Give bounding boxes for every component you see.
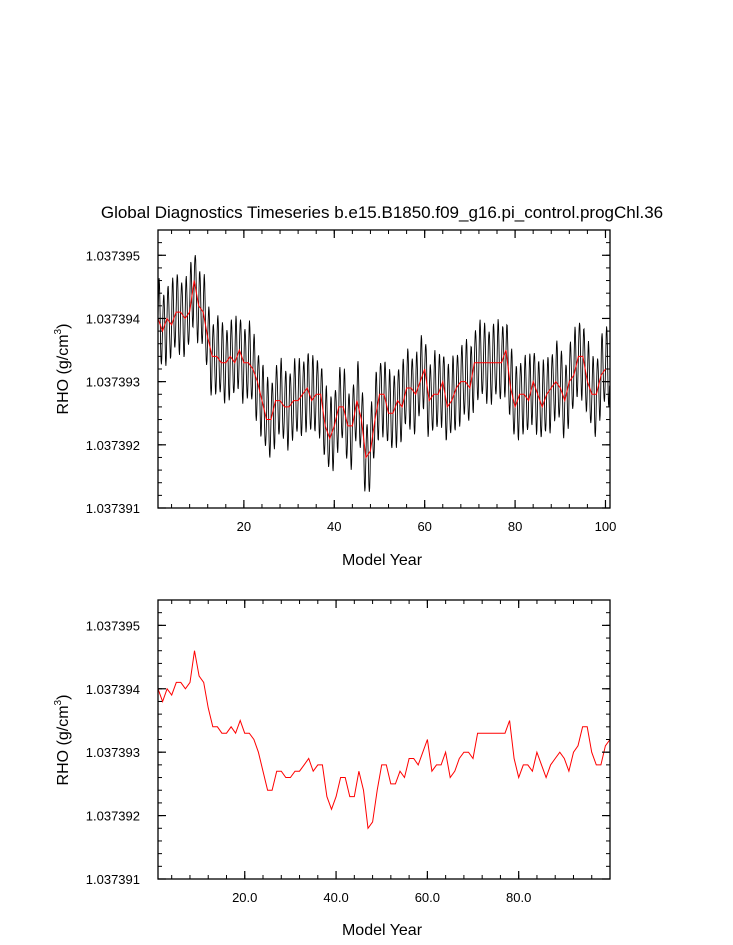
y-tick-label: 1.037393 [86, 375, 140, 390]
x-tick-label: 100 [595, 519, 617, 534]
plot-series-group [157, 650, 611, 830]
y-axis-label-end: ) [55, 324, 72, 329]
y-tick-label: 1.037395 [86, 618, 140, 633]
x-tick-label: 80.0 [506, 890, 531, 905]
axis-ticks: 20 40 60 80 100 1.037391 1.037392 1.037393 1.037… [86, 229, 617, 534]
x-tick-label: 20 [237, 519, 251, 534]
y-axis-label-superscript: 3 [53, 699, 64, 705]
y-axis-label: RHO (g/cm3) [53, 324, 72, 415]
y-axis-label-main: RHO (g/cm [55, 334, 72, 414]
y-tick-label: 1.037392 [86, 809, 140, 824]
y-axis-label-superscript: 3 [53, 328, 64, 334]
y-tick-label: 1.037391 [86, 872, 140, 887]
y-tick-label: 1.037391 [86, 501, 140, 516]
x-tick-label: 20.0 [232, 890, 257, 905]
timeseries-plot-monthly: 20 40 60 80 100 1.037391 1.037392 1.037393 1.037… [53, 229, 617, 569]
plot-series-group [157, 255, 611, 492]
x-axis-label: Model Year [342, 922, 423, 939]
x-tick-label: 40 [327, 519, 341, 534]
x-tick-label: 60.0 [415, 890, 440, 905]
x-axis-label: Model Year [342, 552, 423, 569]
plot-frame [157, 599, 611, 880]
series-line-annual-mean [157, 650, 611, 830]
y-tick-label: 1.037395 [86, 248, 140, 263]
timeseries-plot-annual: 20.0 40.0 60.0 80.0 1.037391 1.037392 1.037393… [53, 599, 611, 939]
y-axis-label-end: ) [55, 695, 72, 700]
y-axis-label-main: RHO (g/cm [55, 705, 72, 785]
series-line-annual-mean [157, 280, 606, 459]
y-tick-label: 1.037394 [86, 682, 140, 697]
x-tick-label: 80 [508, 519, 522, 534]
x-tick-label: 60 [417, 519, 431, 534]
x-tick-label: 40.0 [323, 890, 348, 905]
y-axis-label: RHO (g/cm3) [53, 695, 72, 786]
series-line-monthly [157, 255, 611, 492]
y-tick-label: 1.037392 [86, 438, 140, 453]
y-tick-label: 1.037394 [86, 311, 140, 326]
chart-title: Global Diagnostics Timeseries b.e15.B185… [101, 203, 663, 222]
y-tick-label: 1.037393 [86, 745, 140, 760]
axis-ticks: 20.0 40.0 60.0 80.0 1.037391 1.037392 1.037393… [86, 599, 611, 905]
